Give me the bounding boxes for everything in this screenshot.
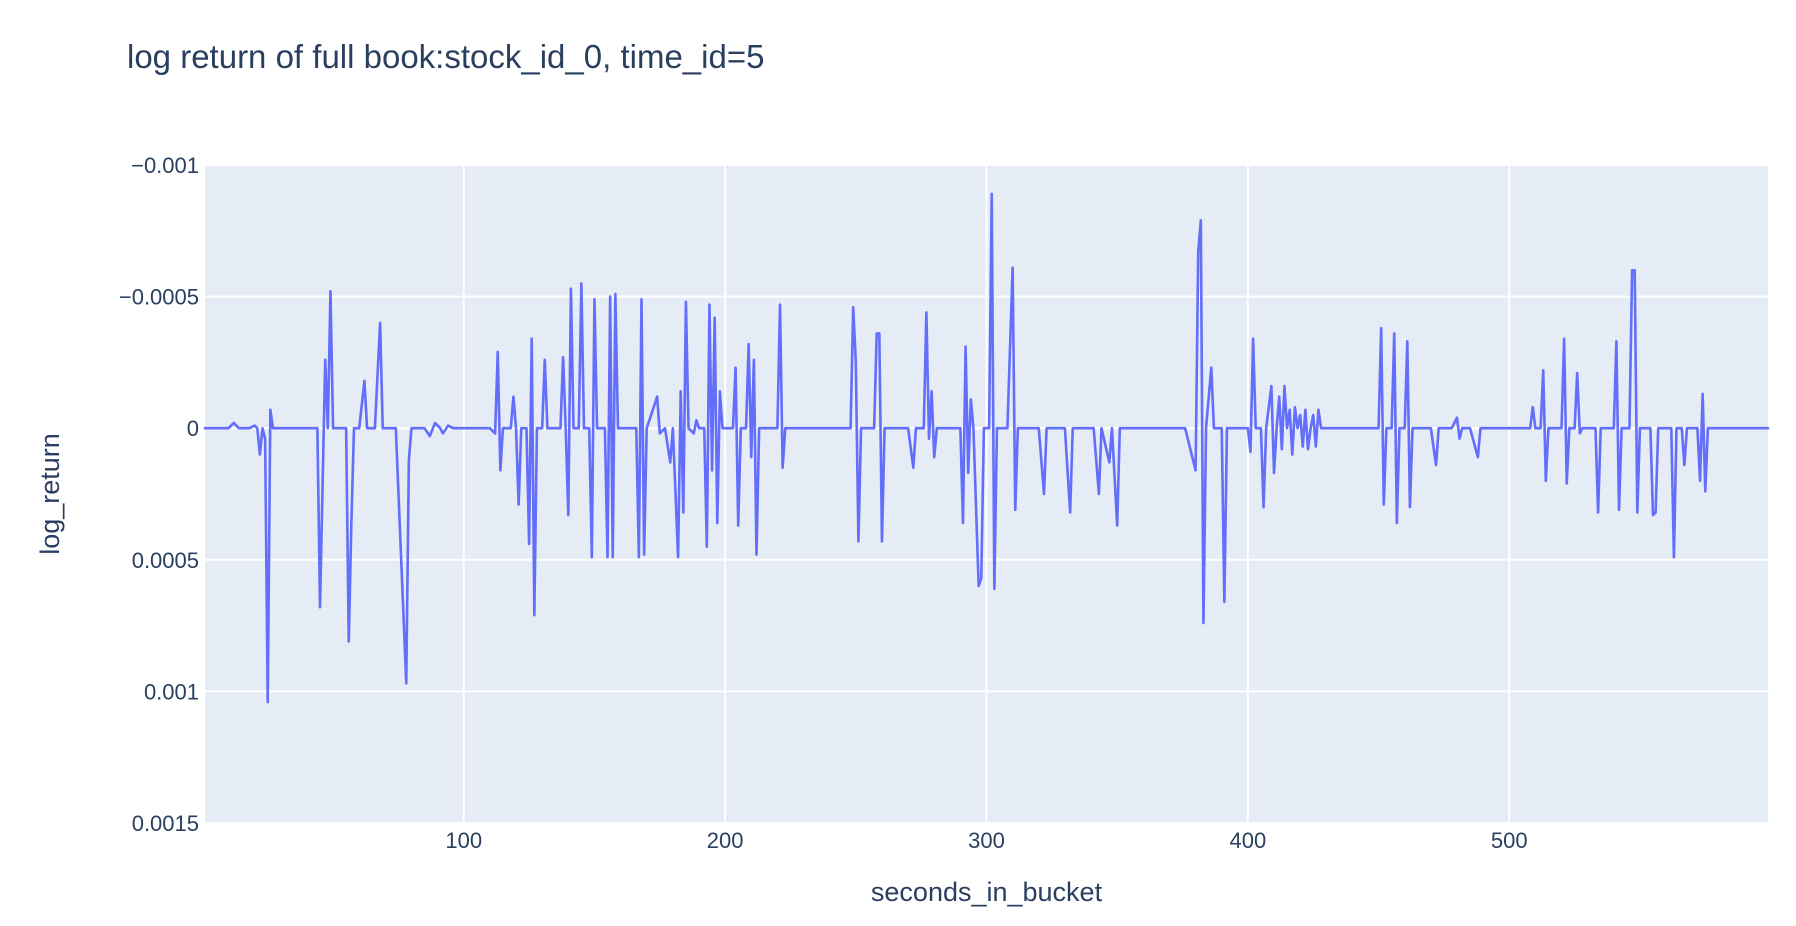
chart-title: log return of full book:stock_id_0, time… <box>127 38 764 75</box>
y-tick-label: −0.0005 <box>119 285 199 310</box>
series-layer <box>203 192 1770 704</box>
x-tick-label: 200 <box>707 828 744 853</box>
y-tick-label: 0 <box>187 416 199 441</box>
y-tick-label: 0.0015 <box>132 811 199 836</box>
y-axis-title: log_return <box>35 433 65 555</box>
x-tick-label: 500 <box>1491 828 1528 853</box>
y-axis-ticks: −0.001 −0.0005 0 0.0005 0.001 0.0015 <box>119 153 199 836</box>
x-tick-label: 300 <box>968 828 1005 853</box>
x-tick-label: 100 <box>445 828 482 853</box>
y-tick-label: 0.001 <box>144 679 199 704</box>
y-tick-label: 0.0005 <box>132 548 199 573</box>
y-tick-label: −0.001 <box>131 153 199 178</box>
x-axis-ticks: 100 200 300 400 500 <box>445 828 1527 853</box>
series-line-0 <box>203 192 1770 704</box>
x-tick-label: 400 <box>1230 828 1267 853</box>
x-axis-title: seconds_in_bucket <box>871 877 1103 907</box>
